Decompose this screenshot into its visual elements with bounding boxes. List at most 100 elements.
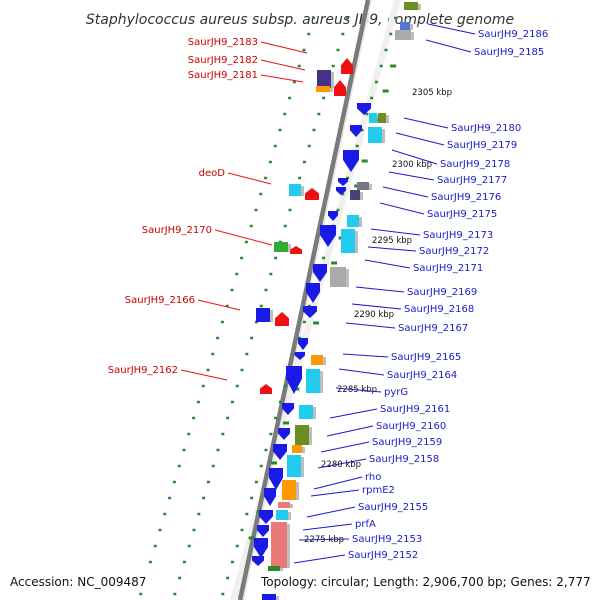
gene-label-reverse: SaurJH9_2167 <box>398 323 468 334</box>
leader-line-reverse <box>329 408 378 419</box>
leader-line-reverse <box>317 458 367 469</box>
cds-reverse-arrow <box>286 366 302 394</box>
cds-reverse-box <box>378 113 386 123</box>
cds-reverse-box <box>271 522 287 568</box>
cds-forward-box <box>274 242 288 252</box>
leader-line-forward <box>227 172 272 185</box>
cds-reverse-box <box>299 405 313 419</box>
gene-label-reverse: SaurJH9_2160 <box>376 421 446 432</box>
cds-reverse-box-shade <box>410 24 413 30</box>
map-title: Staphylococcus aureus subsp. aureus JH9,… <box>86 12 514 28</box>
cds-reverse-box <box>282 480 296 500</box>
cds-reverse-box-shade <box>302 447 305 453</box>
gene-label-forward: SaurJH9_2166 <box>125 295 195 306</box>
cds-reverse-arrow <box>357 103 371 115</box>
cds-reverse-arrow <box>278 428 290 440</box>
cds-forward-box-shade <box>301 186 304 196</box>
cds-reverse-arrow <box>264 488 276 506</box>
scale-label: 2280 kbp <box>321 460 361 470</box>
cds-forward-arrow <box>305 188 319 200</box>
cds-reverse-arrow <box>252 556 264 566</box>
cds-reverse-box <box>341 229 355 253</box>
gene-label-reverse: SaurJH9_2159 <box>372 437 442 448</box>
leader-line-reverse <box>403 117 449 129</box>
cds-reverse-arrow <box>303 306 317 318</box>
leader-line-forward <box>197 299 241 311</box>
cds-reverse-arrow <box>259 510 273 524</box>
gene-label-forward: SaurJH9_2182 <box>188 55 258 66</box>
leader-line-forward <box>180 369 228 381</box>
gene-label-reverse: SaurJH9_2164 <box>387 370 457 381</box>
scale-label: 2305 kbp <box>412 88 452 98</box>
cds-forward-arrow <box>275 312 289 326</box>
cds-reverse-arrow <box>338 178 348 186</box>
cds-reverse-box-shade <box>309 427 312 445</box>
cds-reverse-box-shade <box>296 482 299 500</box>
leader-line-reverse <box>351 303 402 310</box>
cds-reverse-box <box>368 127 382 143</box>
cds-reverse-box-shade <box>418 4 421 10</box>
leader-line-reverse <box>338 368 385 376</box>
cds-reverse-box-shade <box>301 457 304 477</box>
cds-reverse-box-shade <box>360 192 363 200</box>
cds-reverse-box-shade <box>287 524 290 568</box>
cds-reverse-arrow <box>336 187 346 195</box>
cds-reverse-arrow <box>295 352 305 360</box>
cds-reverse-box-shade <box>411 32 414 40</box>
cds-forward-box-shade <box>270 310 273 322</box>
gene-label-forward: SaurJH9_2183 <box>188 37 258 48</box>
gene-label-reverse: SaurJH9_2169 <box>407 287 477 298</box>
topology-bg <box>256 571 594 591</box>
cds-reverse-box <box>311 355 323 365</box>
cds-reverse-box <box>404 2 418 10</box>
leader-line-reverse <box>379 202 425 215</box>
gene-label-reverse: SaurJH9_2176 <box>431 192 501 203</box>
gene-label-reverse: SaurJH9_2173 <box>423 230 493 241</box>
leader-line-reverse <box>302 523 353 531</box>
accession-bg <box>4 571 154 591</box>
leader-line-reverse <box>293 554 346 564</box>
cds-reverse-box <box>306 369 320 393</box>
cds-forward-box <box>317 70 331 88</box>
gene-label-reverse: SaurJH9_2177 <box>437 175 507 186</box>
cds-reverse-box-shade <box>346 269 349 287</box>
cds-forward-box <box>316 86 330 92</box>
cds-reverse-box <box>347 215 359 227</box>
leader-line-forward <box>260 59 306 71</box>
leader-line-reverse <box>298 538 350 541</box>
leader-line-reverse <box>320 441 370 453</box>
cds-reverse-box <box>262 594 276 600</box>
cds-reverse-box <box>350 190 360 200</box>
cds-reverse-arrow <box>257 525 269 537</box>
cds-reverse-arrow <box>298 338 308 350</box>
cds-forward-box-shade <box>331 72 334 88</box>
leader-line-reverse <box>395 132 445 146</box>
cds-reverse-box-shade <box>382 129 385 143</box>
leader-line-forward <box>214 229 273 246</box>
cds-reverse-box <box>295 425 309 445</box>
cds-forward-arrow <box>334 80 346 96</box>
cds-reverse-box-shade <box>369 184 372 190</box>
gene-label-reverse: SaurJH9_2171 <box>413 263 483 274</box>
cds-reverse-box <box>287 455 301 477</box>
gene-label-reverse: SaurJH9_2175 <box>427 209 497 220</box>
gene-label-reverse: SaurJH9_2152 <box>348 550 418 561</box>
gene-label-reverse: SaurJH9_2165 <box>391 352 461 363</box>
cds-reverse-box-shade <box>323 357 326 365</box>
gene-label-reverse: SaurJH9_2168 <box>404 304 474 315</box>
cds-reverse-box <box>292 445 302 453</box>
cds-forward-box-shade <box>330 88 333 92</box>
cds-reverse-arrow <box>306 283 320 303</box>
cds-reverse-box <box>357 182 369 190</box>
cds-reverse-box-shade <box>313 407 316 419</box>
gene-label-reverse: SaurJH9_2158 <box>369 454 439 465</box>
leader-line-reverse <box>367 246 417 252</box>
leader-line-reverse <box>391 149 438 165</box>
leader-line-reverse <box>388 171 435 181</box>
cds-reverse-box <box>268 566 280 574</box>
gene-label-reverse: prfA <box>355 519 376 530</box>
cds-reverse-box-shade <box>359 217 362 227</box>
cds-reverse-arrow <box>254 538 268 558</box>
cds-reverse-box <box>330 267 346 287</box>
